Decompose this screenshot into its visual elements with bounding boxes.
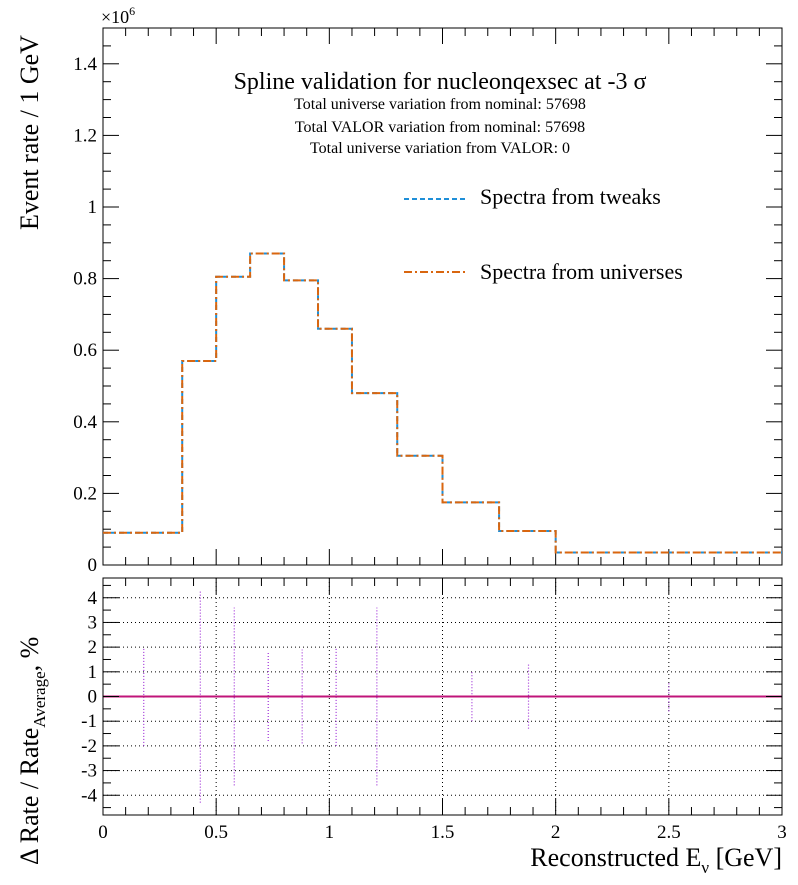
legend: Spectra from tweaks Spectra from univers… xyxy=(404,184,683,284)
bottom-axis-ticks xyxy=(102,578,783,815)
series-line-tweaks xyxy=(103,252,782,554)
chart-title: Spline validation for nucleonqexsec at -… xyxy=(234,69,647,95)
bottom-x-tick-label: 3 xyxy=(777,822,787,843)
top-y-tick-label: 0.4 xyxy=(73,412,97,433)
bottom-x-tick-labels: 0 0.5 1 1.5 2 2.5 3 xyxy=(98,822,787,843)
bottom-y-tick-label: 1 xyxy=(88,662,98,683)
bottom-y-tick-label: -1 xyxy=(81,711,97,732)
top-y-tick-label: 1.4 xyxy=(73,54,97,75)
bottom-y-tick-label: 0 xyxy=(88,687,98,708)
top-y-tick-label: 1 xyxy=(88,197,98,218)
bottom-y-tick-labels: -4 -3 -2 -1 0 1 2 3 4 xyxy=(81,588,97,807)
top-y-tick-label: 0.2 xyxy=(73,483,97,504)
top-y-tick-label: 0.6 xyxy=(73,340,97,361)
chart-subtitle-3: Total universe variation from VALOR: 0 xyxy=(310,140,570,157)
bottom-x-tick-label: 2.5 xyxy=(657,822,681,843)
bottom-y-tick-label: 4 xyxy=(88,588,98,609)
legend-label-universes: Spectra from universes xyxy=(480,259,683,284)
x-axis-title: Reconstructed Eν [GeV] xyxy=(530,843,782,877)
bottom-x-tick-label: 0.5 xyxy=(204,822,228,843)
chart-subtitle-1: Total universe variation from nominal: 5… xyxy=(294,96,586,113)
series-line-universes xyxy=(103,252,782,554)
top-y-tick-label: 0.8 xyxy=(73,269,97,290)
bottom-y-tick-label: -2 xyxy=(81,736,97,757)
bottom-x-tick-label: 1 xyxy=(325,822,335,843)
bottom-y-tick-label: 2 xyxy=(88,637,98,658)
bottom-x-tick-label: 1.5 xyxy=(431,822,455,843)
bottom-x-tick-label: 0 xyxy=(98,822,108,843)
bottom-y-tick-label: -3 xyxy=(81,761,97,782)
chart-subtitle-2: Total VALOR variation from nominal: 5769… xyxy=(295,119,585,136)
top-y-tick-label: 1.2 xyxy=(73,125,97,146)
top-y-tick-labels: 0 0.2 0.4 0.6 0.8 1 1.2 1.4 xyxy=(73,54,97,576)
bottom-y-axis-title: Δ Rate / RateAverage, % xyxy=(15,637,49,865)
bottom-x-tick-label: 2 xyxy=(551,822,561,843)
top-series-layer xyxy=(103,252,782,554)
bottom-y-tick-label: -4 xyxy=(81,785,97,806)
top-y-axis-title: Event rate / 1 GeV xyxy=(15,35,44,230)
legend-label-tweaks: Spectra from tweaks xyxy=(480,184,661,209)
top-axis-ticks xyxy=(102,27,783,566)
top-y-tick-label: 0 xyxy=(88,555,98,576)
y-exponent-label: ×106 xyxy=(101,4,135,27)
bottom-y-tick-label: 3 xyxy=(88,612,98,633)
